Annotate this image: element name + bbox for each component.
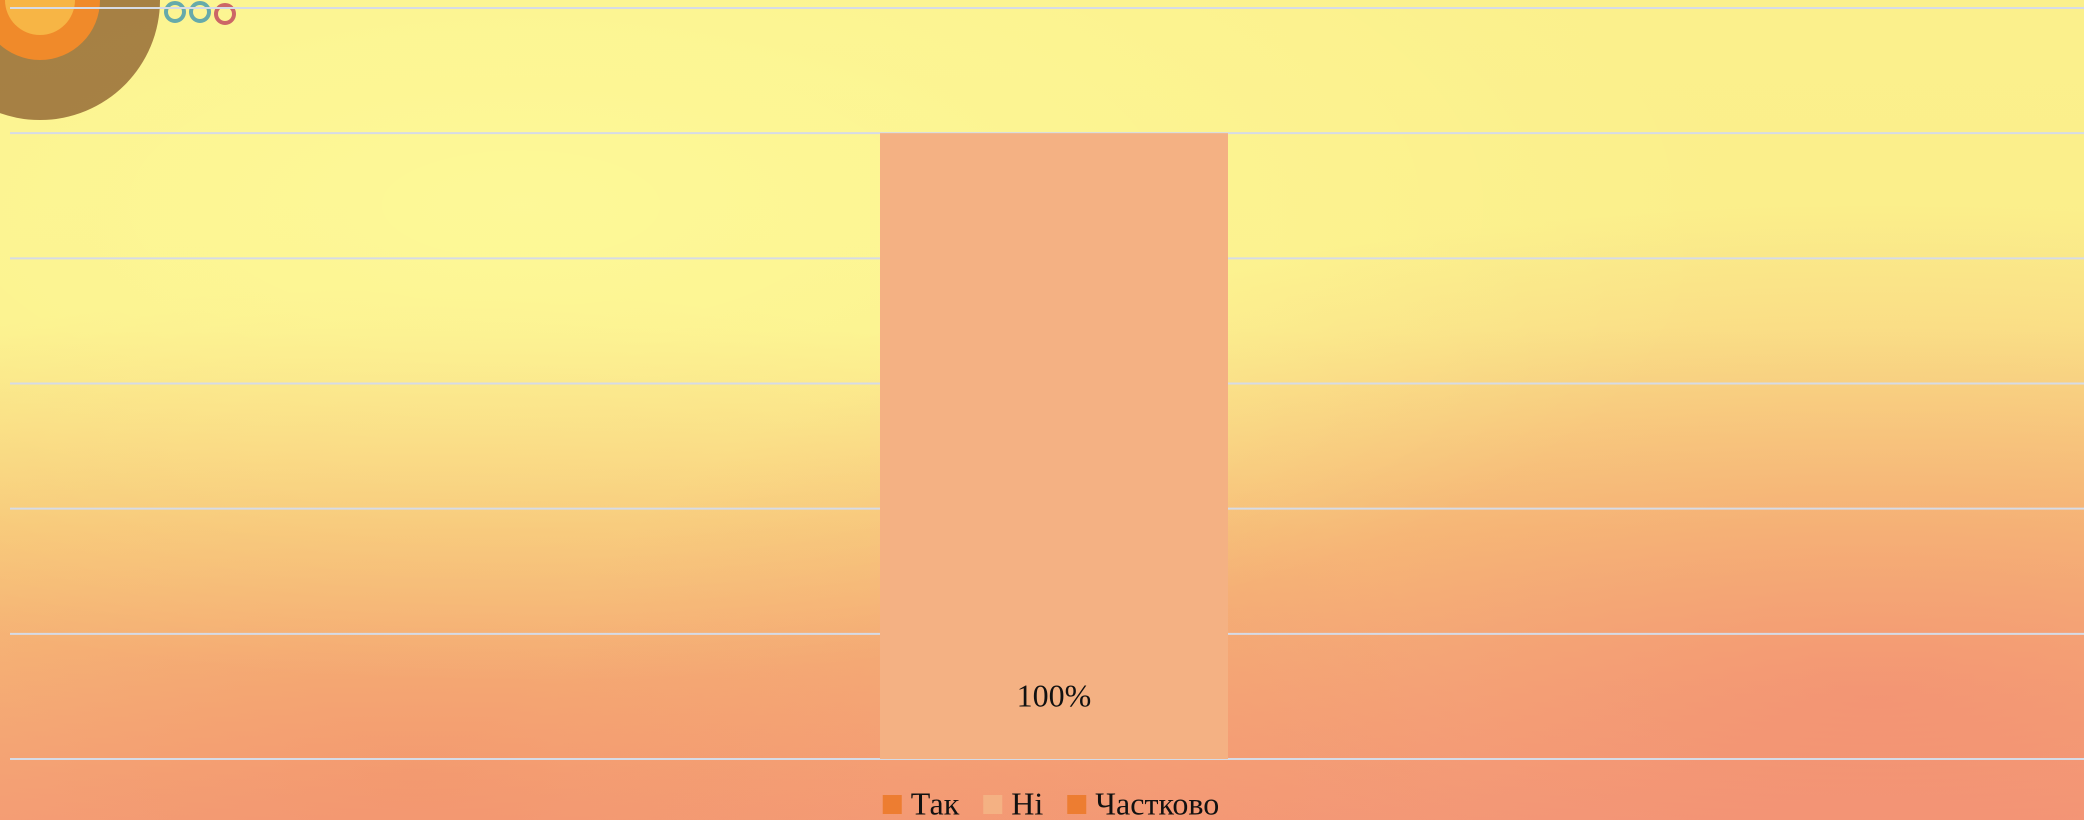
legend-swatch <box>1067 795 1087 814</box>
bar-segment <box>880 133 1228 759</box>
legend-swatch <box>882 795 902 814</box>
legend-label: Так <box>911 785 960 820</box>
data-label: 100% <box>1017 677 1092 713</box>
legend-label: Ні <box>1011 785 1043 820</box>
logo <box>0 0 236 120</box>
legend-label: Частково <box>1095 785 1219 820</box>
legend-swatch <box>983 795 1003 814</box>
